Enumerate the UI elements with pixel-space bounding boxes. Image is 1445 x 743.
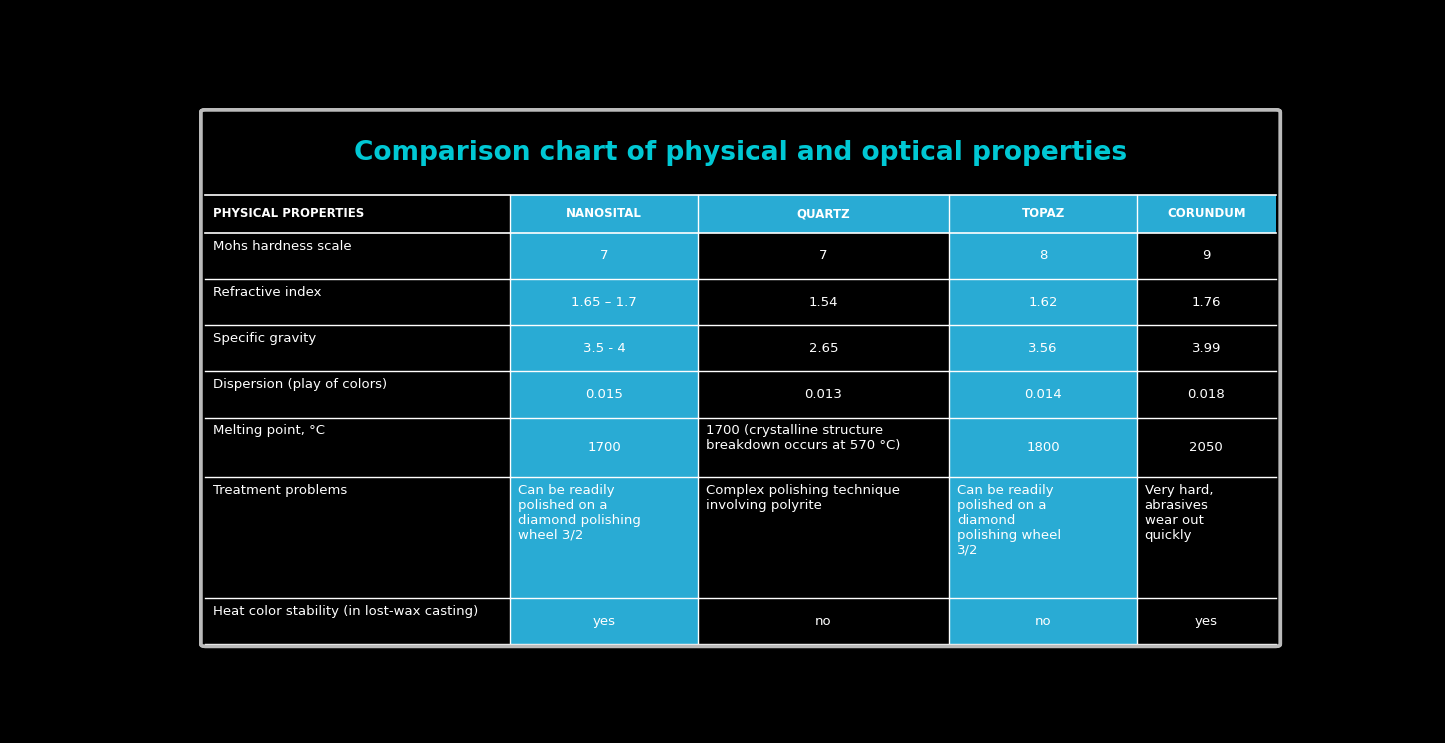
Text: no: no (815, 614, 832, 628)
Text: CORUNDUM: CORUNDUM (1168, 207, 1246, 220)
Bar (1137, 418, 1276, 477)
Bar (698, 325, 949, 372)
Bar (510, 325, 698, 372)
Bar (949, 372, 1137, 418)
Bar (698, 477, 949, 598)
Bar (205, 325, 510, 372)
Bar (510, 372, 698, 418)
Bar (698, 372, 949, 418)
Text: Complex polishing technique
involving polyrite: Complex polishing technique involving po… (705, 484, 900, 512)
Text: 3.56: 3.56 (1029, 342, 1058, 355)
Text: 7: 7 (819, 250, 828, 262)
Bar (205, 372, 510, 418)
Bar (698, 195, 949, 233)
Text: 1.62: 1.62 (1029, 296, 1058, 308)
Bar (698, 279, 949, 325)
Bar (1137, 477, 1276, 598)
Text: Mohs hardness scale: Mohs hardness scale (212, 240, 351, 253)
Text: 0.015: 0.015 (585, 388, 623, 401)
Text: 3.99: 3.99 (1192, 342, 1221, 355)
Text: yes: yes (1195, 614, 1218, 628)
Bar (510, 598, 698, 644)
Bar (1137, 279, 1276, 325)
Bar (205, 195, 510, 233)
Bar (1137, 325, 1276, 372)
Text: Comparison chart of physical and optical properties: Comparison chart of physical and optical… (354, 140, 1127, 166)
Text: QUARTZ: QUARTZ (796, 207, 850, 220)
Text: 0.014: 0.014 (1025, 388, 1062, 401)
Bar (949, 477, 1137, 598)
Text: 8: 8 (1039, 250, 1048, 262)
Text: 1.65 – 1.7: 1.65 – 1.7 (571, 296, 637, 308)
Text: Refractive index: Refractive index (212, 286, 322, 299)
Text: 1700: 1700 (587, 441, 621, 454)
Bar (510, 233, 698, 279)
Bar (205, 279, 510, 325)
Text: 2.65: 2.65 (809, 342, 838, 355)
Text: 3.5 - 4: 3.5 - 4 (582, 342, 626, 355)
Bar (205, 233, 510, 279)
Text: 1700 (crystalline structure
breakdown occurs at 570 °C): 1700 (crystalline structure breakdown oc… (705, 424, 900, 452)
Bar (698, 233, 949, 279)
Text: 0.018: 0.018 (1188, 388, 1225, 401)
Bar (949, 325, 1137, 372)
Bar (510, 279, 698, 325)
Text: Melting point, °C: Melting point, °C (212, 424, 325, 438)
Text: Dispersion (play of colors): Dispersion (play of colors) (212, 378, 387, 392)
Bar (949, 279, 1137, 325)
Text: NANOSITAL: NANOSITAL (566, 207, 642, 220)
Bar (510, 477, 698, 598)
Text: 7: 7 (600, 250, 608, 262)
Text: 1.54: 1.54 (809, 296, 838, 308)
Text: 1800: 1800 (1026, 441, 1059, 454)
Bar (205, 418, 510, 477)
Text: 0.013: 0.013 (805, 388, 842, 401)
Bar (1137, 233, 1276, 279)
Bar (949, 598, 1137, 644)
Text: yes: yes (592, 614, 616, 628)
Bar (510, 418, 698, 477)
Bar (949, 195, 1137, 233)
Text: TOPAZ: TOPAZ (1022, 207, 1065, 220)
Bar (205, 477, 510, 598)
Text: Can be readily
polished on a
diamond polishing
wheel 3/2: Can be readily polished on a diamond pol… (519, 484, 642, 542)
Bar (949, 233, 1137, 279)
Text: Heat color stability (in lost-wax casting): Heat color stability (in lost-wax castin… (212, 605, 478, 617)
Text: Treatment problems: Treatment problems (212, 484, 347, 496)
Text: PHYSICAL PROPERTIES: PHYSICAL PROPERTIES (212, 207, 364, 220)
Text: Very hard,
abrasives
wear out
quickly: Very hard, abrasives wear out quickly (1144, 484, 1212, 542)
Text: 9: 9 (1202, 250, 1211, 262)
Bar (510, 195, 698, 233)
FancyBboxPatch shape (201, 110, 1280, 646)
Bar (1137, 372, 1276, 418)
Bar (698, 598, 949, 644)
Bar (949, 418, 1137, 477)
Text: 1.76: 1.76 (1192, 296, 1221, 308)
Text: Specific gravity: Specific gravity (212, 332, 316, 345)
Bar (1137, 195, 1276, 233)
Text: 2050: 2050 (1189, 441, 1222, 454)
Bar (205, 598, 510, 644)
Text: Can be readily
polished on a
diamond
polishing wheel
3/2: Can be readily polished on a diamond pol… (957, 484, 1061, 557)
Bar (698, 418, 949, 477)
Bar (1137, 598, 1276, 644)
Text: no: no (1035, 614, 1052, 628)
